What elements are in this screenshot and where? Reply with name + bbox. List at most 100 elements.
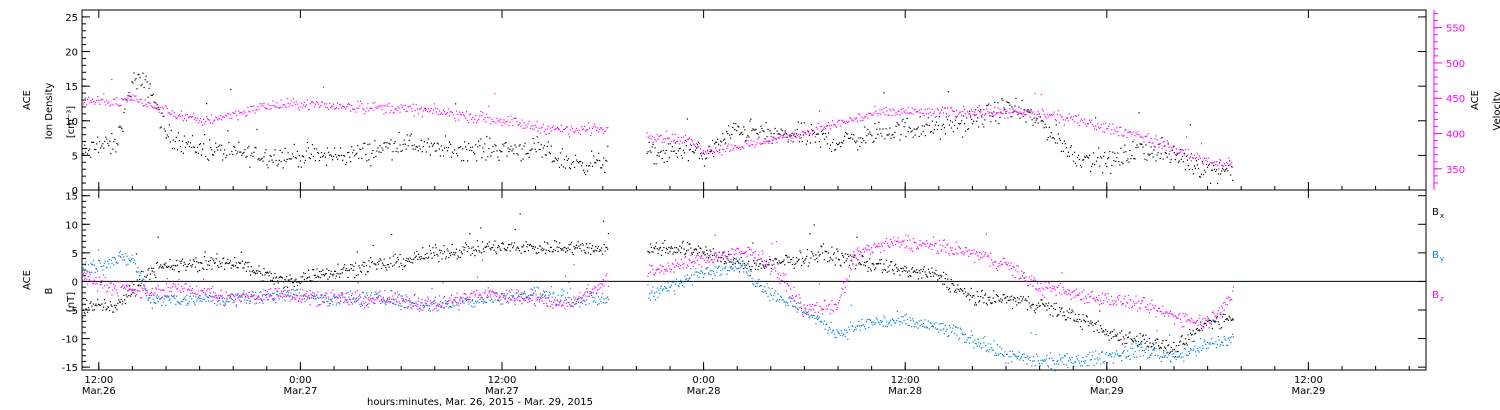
data-point xyxy=(437,255,439,257)
data-point xyxy=(177,115,179,117)
data-point xyxy=(584,172,586,174)
data-point xyxy=(905,109,907,112)
data-point xyxy=(113,304,116,306)
data-point xyxy=(204,251,206,253)
data-point xyxy=(167,296,169,298)
data-point xyxy=(1067,120,1069,122)
data-point xyxy=(250,294,252,296)
data-point xyxy=(778,137,780,139)
data-point xyxy=(1116,127,1118,129)
data-point xyxy=(386,264,389,266)
data-point xyxy=(371,262,373,264)
data-point xyxy=(846,331,848,333)
data-point xyxy=(1138,112,1140,114)
data-point xyxy=(720,261,722,263)
data-point xyxy=(646,152,648,154)
data-point xyxy=(503,119,505,121)
data-point xyxy=(303,279,305,281)
data-point xyxy=(575,297,577,299)
data-point xyxy=(418,145,420,147)
data-point xyxy=(755,264,757,266)
data-point xyxy=(525,296,527,298)
data-point xyxy=(710,149,712,151)
data-point xyxy=(730,137,732,139)
data-point xyxy=(1025,121,1027,123)
data-point xyxy=(592,301,594,303)
data-point xyxy=(368,159,370,161)
data-point xyxy=(675,152,677,154)
data-point xyxy=(484,301,486,303)
data-point xyxy=(1114,352,1116,354)
data-point xyxy=(690,247,692,249)
data-point xyxy=(413,305,415,307)
data-point xyxy=(768,287,770,289)
data-point xyxy=(747,263,749,265)
data-point xyxy=(653,295,655,298)
data-point xyxy=(434,296,436,298)
data-point xyxy=(143,279,145,281)
data-point xyxy=(470,301,472,303)
data-point xyxy=(458,309,460,311)
data-point xyxy=(774,127,776,130)
data-point xyxy=(1062,315,1064,317)
data-point xyxy=(764,138,766,140)
data-point xyxy=(456,258,458,260)
data-point xyxy=(553,292,555,294)
data-point xyxy=(135,95,137,97)
data-point xyxy=(306,99,308,101)
data-point xyxy=(745,271,747,273)
data-point xyxy=(773,294,775,296)
data-point xyxy=(275,302,277,304)
data-point xyxy=(369,266,371,268)
data-point xyxy=(445,113,448,115)
data-point xyxy=(280,99,282,101)
data-point xyxy=(140,272,142,274)
data-point xyxy=(141,102,143,105)
data-point xyxy=(851,325,853,327)
data-point xyxy=(722,268,724,270)
data-point xyxy=(205,300,207,303)
data-point xyxy=(223,153,225,155)
data-point xyxy=(988,351,990,353)
data-point xyxy=(758,279,760,281)
data-point xyxy=(1121,352,1124,354)
data-point xyxy=(383,113,385,115)
data-point xyxy=(1110,354,1112,356)
data-point xyxy=(393,264,395,266)
data-point xyxy=(1130,132,1132,134)
data-point xyxy=(104,302,106,304)
data-point xyxy=(350,267,352,270)
data-point xyxy=(339,303,341,305)
data-point xyxy=(409,304,411,306)
data-point xyxy=(508,124,510,126)
data-point xyxy=(824,250,826,252)
data-point xyxy=(975,343,977,345)
data-point xyxy=(343,154,345,157)
data-point xyxy=(851,256,853,258)
data-point xyxy=(1055,363,1057,365)
data-point xyxy=(501,242,503,244)
data-point xyxy=(724,260,726,263)
data-point xyxy=(386,142,388,144)
data-point xyxy=(1054,142,1056,144)
data-point xyxy=(275,159,277,162)
data-point xyxy=(376,293,378,295)
y-tick-label: 0 xyxy=(72,277,78,288)
data-point xyxy=(429,154,431,156)
data-point xyxy=(123,111,125,114)
data-point xyxy=(128,295,130,297)
data-point xyxy=(749,275,751,277)
data-point xyxy=(701,158,704,160)
data-point xyxy=(1177,161,1179,163)
data-point xyxy=(734,145,736,147)
data-point xyxy=(297,289,299,291)
data-point xyxy=(713,150,715,153)
data-point xyxy=(402,258,405,260)
data-point xyxy=(109,105,111,107)
data-point xyxy=(1194,157,1196,160)
data-point xyxy=(667,143,669,145)
data-point xyxy=(308,269,310,271)
data-point xyxy=(123,256,125,258)
data-point xyxy=(1111,164,1113,167)
data-point xyxy=(1139,333,1141,335)
